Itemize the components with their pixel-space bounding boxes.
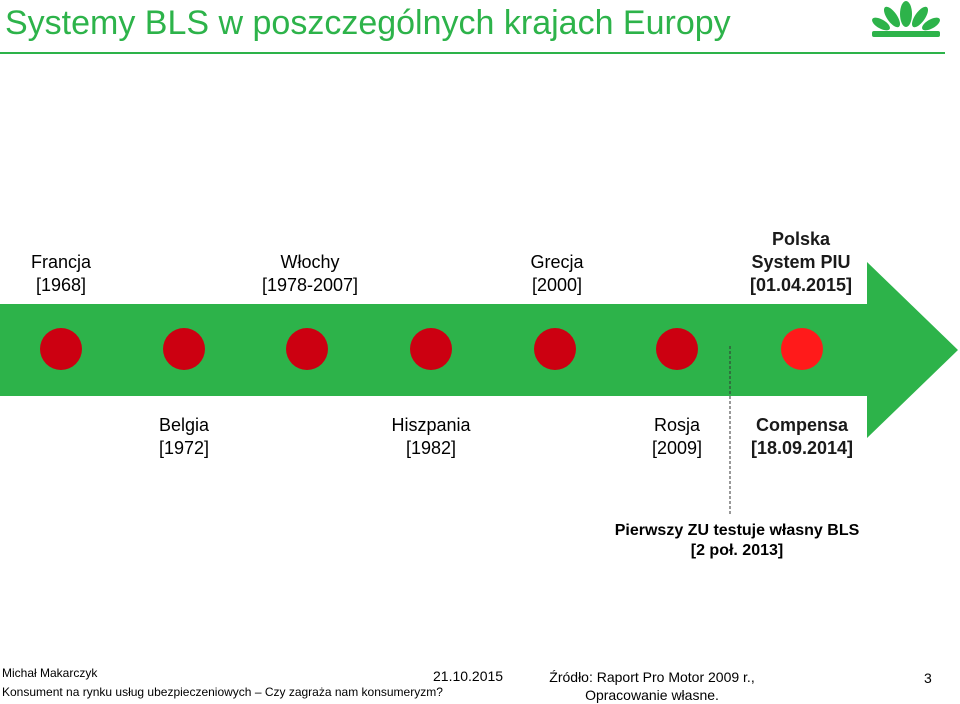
label-francja: Francja [1968] <box>31 251 91 297</box>
label-polska: Polska System PIU [01.04.2015] <box>750 228 852 297</box>
company-name: Compensa <box>755 415 849 435</box>
country-name: Włochy <box>280 252 340 272</box>
country-name: Polska <box>771 229 831 249</box>
note-text: Pierwszy ZU testuje własny BLS <box>614 522 860 539</box>
country-name: Francja <box>30 252 92 272</box>
timeline-node-hiszpania <box>410 328 452 370</box>
system-name: System PIU <box>751 252 851 272</box>
source-line-2: Opracowanie własne. <box>585 687 719 703</box>
country-date: [01.04.2015] <box>749 275 853 295</box>
country-date: [1982] <box>405 438 457 458</box>
country-date: [1972] <box>158 438 210 458</box>
company-logo <box>872 1 940 37</box>
timeline-node-grecja <box>534 328 576 370</box>
slide-title: Systemy BLS w poszczególnych krajach Eur… <box>5 4 731 42</box>
timeline-node-francja <box>40 328 82 370</box>
arrow-shape <box>0 262 958 438</box>
country-name: Belgia <box>158 415 210 435</box>
label-belgia: Belgia [1972] <box>159 414 209 460</box>
footer-source: Źródło: Raport Pro Motor 2009 r., Opraco… <box>549 668 754 704</box>
timeline-node-belgia <box>163 328 205 370</box>
label-compensa: Compensa [18.09.2014] <box>751 414 853 460</box>
country-date: [2009] <box>651 438 703 458</box>
note-date: [2 poł. 2013] <box>690 542 784 559</box>
timeline-node-polska <box>781 328 823 370</box>
label-rosja: Rosja [2009] <box>652 414 702 460</box>
source-line-1: Źródło: Raport Pro Motor 2009 r., <box>549 669 755 685</box>
timeline-node-wlochy <box>286 328 328 370</box>
footer-subtitle: Konsument na rynku usług ubezpieczeniowy… <box>2 685 443 699</box>
country-date: [1968] <box>35 275 87 295</box>
label-wlochy: Włochy [1978-2007] <box>262 251 358 297</box>
footer-author: Michał Makarczyk <box>2 666 98 680</box>
page-number: 3 <box>924 670 932 686</box>
country-name: Hiszpania <box>391 415 471 435</box>
footer-date: 21.10.2015 <box>433 668 504 684</box>
country-name: Rosja <box>653 415 701 435</box>
company-date: [18.09.2014] <box>750 438 854 458</box>
country-date: [1978-2007] <box>261 275 359 295</box>
label-hiszpania: Hiszpania [1982] <box>391 414 470 460</box>
timeline-node-rosja <box>656 328 698 370</box>
title-underline <box>0 52 945 54</box>
label-grecja: Grecja [2000] <box>530 251 583 297</box>
annotation-note: Pierwszy ZU testuje własny BLS [2 poł. 2… <box>615 521 860 561</box>
country-name: Grecja <box>530 252 584 272</box>
country-date: [2000] <box>531 275 583 295</box>
